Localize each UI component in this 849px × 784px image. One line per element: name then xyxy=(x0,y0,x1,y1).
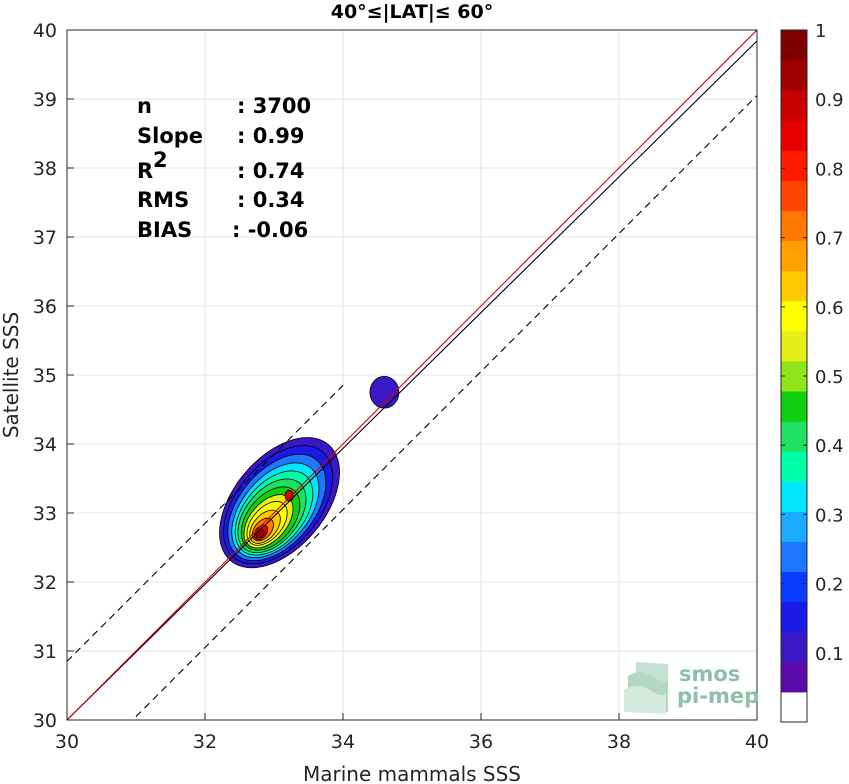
logo-text-pimep: pi-mep xyxy=(677,684,759,708)
colorbar-segment xyxy=(781,300,807,332)
colorbar-segment xyxy=(781,150,807,181)
colorbar-segment xyxy=(781,421,807,452)
colorbar-tick-label: 0.1 xyxy=(815,644,844,665)
chart-title: 40°≤|LAT|≤ 60° xyxy=(331,1,494,23)
y-tick-label: 38 xyxy=(33,158,57,180)
colorbar-tick-label: 0.6 xyxy=(815,298,844,319)
colorbar-segment xyxy=(781,180,807,212)
stat-value-rms: : 0.34 xyxy=(237,188,305,212)
stat-value-slope: : 0.99 xyxy=(237,124,305,148)
upper-bound-line xyxy=(66,384,344,662)
x-tick-label: 32 xyxy=(193,731,217,753)
colorbar-segment xyxy=(781,210,807,242)
y-tick-label: 36 xyxy=(33,296,57,318)
colorbar-segment xyxy=(781,631,807,663)
lower-bound-line xyxy=(135,95,758,717)
x-axis-label: Marine mammals SSS xyxy=(303,762,521,784)
stat-value-r: : 0.74 xyxy=(237,159,305,183)
y-axis-ticks: 30 31 32 33 34 35 36 37 38 39 40 xyxy=(33,20,74,732)
y-axis-label: Satellite SSS xyxy=(0,312,23,438)
stat-label-n: n xyxy=(137,94,152,118)
colorbar-segment xyxy=(781,541,807,573)
colorbar-segment xyxy=(781,571,807,603)
contour-secondary-max xyxy=(284,489,294,502)
x-tick-label: 40 xyxy=(745,731,769,753)
colorbar-segment xyxy=(781,30,807,61)
stat-label-slope: Slope xyxy=(137,124,203,148)
colorbar-segment xyxy=(781,270,807,302)
stat-value-n: : 3700 xyxy=(237,94,311,118)
colorbar-segment xyxy=(781,391,807,422)
colorbar: 0.1 0.2 0.3 0.4 0.5 0.6 0.7 0.8 0.9 1 xyxy=(780,21,844,723)
colorbar-segment xyxy=(781,60,807,91)
x-axis-ticks: 30 32 34 36 38 40 xyxy=(55,713,769,753)
y-tick-label: 30 xyxy=(33,710,57,732)
y-tick-label: 31 xyxy=(33,641,57,663)
colorbar-tick-label: 0.8 xyxy=(815,159,844,180)
colorbar-segment xyxy=(781,360,807,392)
statistics-box: n : 3700 Slope : 0.99 R 2 : 0.74 RMS : 0.34 BIAS:… xyxy=(137,94,311,242)
y-tick-label: 35 xyxy=(33,365,57,387)
regression-line xyxy=(66,40,758,721)
colorbar-tick-label: 0.3 xyxy=(815,505,844,526)
density-contours xyxy=(219,375,400,569)
stat-value-bias: : -0.06 xyxy=(232,218,308,242)
smos-pimep-logo: smos pi-mep xyxy=(624,662,759,714)
one-to-one-line xyxy=(66,29,758,721)
logo-text-smos: smos xyxy=(679,662,740,686)
colorbar-segment xyxy=(781,90,807,121)
stat-label-r: R xyxy=(137,159,153,183)
colorbar-tick-label: 0.9 xyxy=(815,90,844,111)
y-tick-label: 32 xyxy=(33,572,57,594)
colorbar-tick-label: 0.2 xyxy=(815,575,844,596)
x-tick-label: 36 xyxy=(469,731,493,753)
stat-label-bias: BIAS xyxy=(137,218,192,242)
y-tick-label: 33 xyxy=(33,503,57,525)
y-tick-label: 39 xyxy=(33,89,57,111)
reference-lines xyxy=(66,29,758,721)
colorbar-segment xyxy=(781,691,807,723)
colorbar-segment xyxy=(781,120,807,151)
colorbar-segment xyxy=(781,481,807,512)
colorbar-tick-label: 0.4 xyxy=(815,436,844,457)
colorbar-tick-label: 1 xyxy=(815,21,826,42)
colorbar-tick-label: 0.5 xyxy=(815,367,844,388)
y-tick-label: 34 xyxy=(33,434,57,456)
y-tick-label: 40 xyxy=(33,20,57,42)
x-tick-label: 30 xyxy=(55,731,79,753)
colorbar-tick-label: 0.7 xyxy=(815,229,844,250)
colorbar-segment xyxy=(781,601,807,633)
stat-label-rms: RMS xyxy=(137,188,189,212)
stat-label-superscript: 2 xyxy=(153,148,168,172)
y-tick-label: 37 xyxy=(33,227,57,249)
x-tick-label: 34 xyxy=(331,731,355,753)
colorbar-segment xyxy=(781,330,807,362)
colorbar-segment xyxy=(781,451,807,482)
colorbar-segment xyxy=(781,511,807,542)
colorbar-segment xyxy=(781,240,807,272)
logo-graphic xyxy=(624,662,668,714)
x-tick-label: 38 xyxy=(607,731,631,753)
colorbar-segment xyxy=(781,661,807,693)
